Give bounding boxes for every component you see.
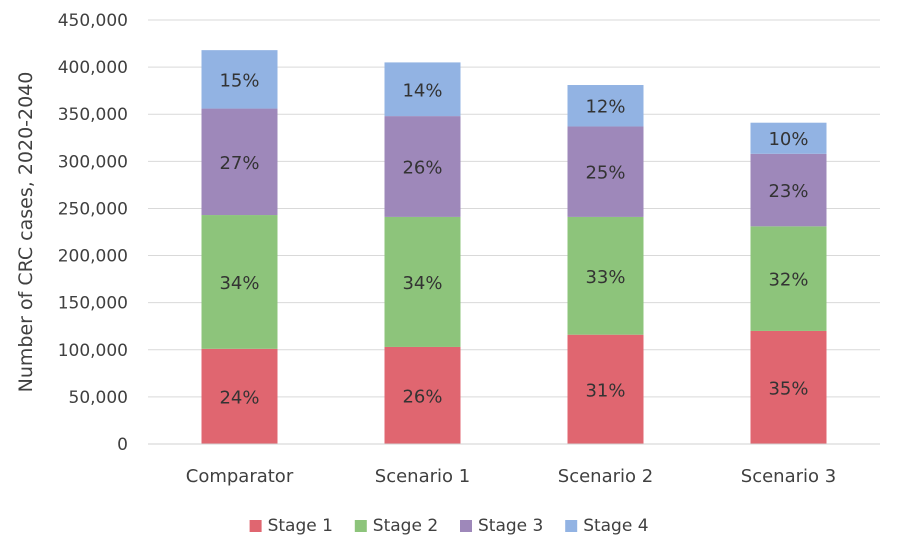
legend-item-stage-3: Stage 3 (460, 516, 543, 536)
bar-segment-stage-3 (384, 116, 461, 217)
data-label: 15% (219, 70, 259, 91)
bars: 24% 34% 27% 15% 26% 34% 26% 14% 31% 33% 25% 12% 35% 3… (201, 50, 827, 444)
legend-item-stage-2: Stage 2 (354, 516, 438, 536)
bar-segment-stage-2 (201, 215, 278, 349)
data-label: 10% (768, 129, 808, 150)
x-tick-label: Scenario 2 (558, 466, 653, 487)
legend-swatch (460, 520, 472, 532)
data-label: 26% (402, 386, 442, 407)
data-label: 14% (402, 80, 442, 101)
bar-segment-stage-3 (201, 108, 278, 216)
x-tick-label: Scenario 1 (375, 466, 470, 487)
data-label: 33% (585, 267, 625, 288)
data-label: 32% (768, 270, 808, 291)
legend-label: Stage 1 (268, 516, 333, 536)
data-label: 23% (768, 181, 808, 202)
bar-segment-stage-4 (750, 122, 827, 154)
y-tick-label: 450,000 (58, 11, 128, 31)
y-tick-label: 100,000 (58, 341, 128, 361)
bar-segment-stage-2 (750, 226, 827, 331)
legend-label: Stage 3 (478, 516, 543, 536)
bar-segment-stage-1 (384, 346, 461, 444)
y-tick-label: 250,000 (58, 199, 128, 219)
data-label: 12% (585, 97, 625, 118)
legend-swatch (354, 520, 367, 532)
y-tick-label: 50,000 (69, 388, 128, 408)
legend: Stage 1 Stage 2 Stage 3 Stage 4 (249, 516, 649, 536)
legend-label: Stage 4 (583, 516, 648, 536)
bar-segment-stage-1 (201, 348, 278, 444)
legend-swatch (249, 520, 262, 532)
bar-segment-stage-4 (201, 50, 278, 109)
data-label: 34% (219, 273, 259, 294)
bar-segment-stage-1 (750, 330, 827, 444)
data-label: 25% (585, 163, 625, 184)
legend-swatch (565, 520, 578, 532)
y-tick-label: 0 (117, 435, 128, 455)
y-tick-label: 350,000 (58, 105, 128, 125)
data-label: 35% (768, 378, 808, 399)
y-tick-label: 300,000 (58, 152, 128, 172)
data-label: 26% (402, 158, 442, 179)
y-tick-label: 150,000 (58, 294, 128, 314)
data-label: 27% (219, 153, 259, 174)
y-tick-label: 200,000 (58, 247, 128, 267)
bar-segment-stage-4 (567, 85, 644, 127)
x-tick-label: Scenario 3 (741, 466, 836, 487)
bar-segment-stage-2 (567, 216, 644, 335)
y-axis-title: Number of CRC cases, 2020-2040 (15, 72, 37, 393)
bar-segment-stage-2 (384, 216, 461, 347)
bar-segment-stage-3 (750, 153, 827, 227)
data-label: 31% (585, 380, 625, 401)
bar-segment-stage-3 (567, 126, 644, 217)
x-tick-label: Comparator (186, 466, 294, 487)
data-label: 24% (219, 387, 259, 408)
bar-segment-stage-4 (384, 62, 461, 117)
y-tick-label: 400,000 (58, 58, 128, 78)
legend-item-stage-1: Stage 1 (249, 516, 333, 536)
y-axis-ticks: 0 50,000 100,000 150,000 200,000 250,000 300,0… (58, 11, 128, 455)
legend-label: Stage 2 (373, 516, 438, 536)
legend-item-stage-4: Stage 4 (565, 516, 649, 536)
x-axis-ticks: Comparator Scenario 1 Scenario 2 Scenario 3 (186, 466, 836, 487)
data-label: 34% (402, 273, 442, 294)
bar-segment-stage-1 (567, 334, 644, 444)
